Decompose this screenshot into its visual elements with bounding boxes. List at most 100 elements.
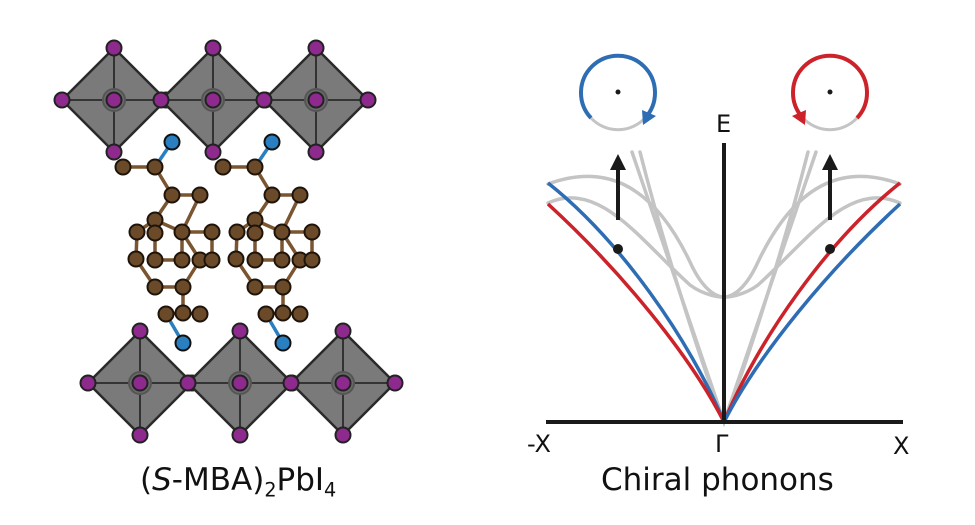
energy-axis-label: E <box>716 110 732 138</box>
rotation-center-dot <box>615 89 621 95</box>
iodine-atom <box>334 426 352 444</box>
iodine-atom <box>53 91 71 109</box>
rotation-arc-colored <box>791 53 869 120</box>
carbon-atom <box>291 305 309 323</box>
iodine-atom <box>334 322 352 340</box>
rotation-icon-left <box>579 53 657 132</box>
caption-paren: ( <box>140 462 153 498</box>
x-label: X <box>893 432 910 460</box>
carbon-atom <box>163 186 181 204</box>
molecule-label: -MBA) <box>171 462 265 498</box>
subscript-2: 2 <box>264 478 277 502</box>
lead-atom <box>105 91 123 109</box>
lead-atom <box>231 374 249 392</box>
carbon-atom <box>246 278 264 296</box>
carbon-atom <box>273 223 291 241</box>
mba-cation-left <box>114 133 221 352</box>
carbon-atom <box>114 158 132 176</box>
nitrogen-atom <box>274 334 292 352</box>
pbi6-octahedron-top-2 <box>255 39 377 161</box>
iodine-atom <box>282 374 300 392</box>
iodine-atom <box>131 426 149 444</box>
carbon-atom <box>274 304 292 322</box>
iodine-atom <box>307 143 325 161</box>
carbon-atom <box>273 251 291 269</box>
carbon-atom <box>203 251 221 269</box>
carbon-atom <box>146 158 164 176</box>
pbi6-octahedron-bottom-2 <box>282 322 404 444</box>
excitation-arrow-head-right <box>822 154 838 170</box>
phonon-caption: Chiral phonons <box>601 462 834 498</box>
carbon-atom <box>227 250 245 268</box>
carbon-atom <box>146 278 164 296</box>
iodine-atom <box>105 143 123 161</box>
carbon-atom <box>291 186 309 204</box>
iodine-atom <box>231 426 249 444</box>
carbon-atom <box>128 223 146 241</box>
mba-cation-right <box>214 133 321 352</box>
carbon-atom <box>214 158 232 176</box>
iodine-atom <box>231 322 249 340</box>
iodine-atom <box>204 39 222 57</box>
rotation-center-dot <box>827 89 833 95</box>
carbon-atom <box>257 305 275 323</box>
carbon-atom <box>303 251 321 269</box>
rotation-icon-right <box>791 53 869 132</box>
gamma-label: Γ <box>715 430 729 458</box>
excitation-arrow-head-left <box>610 154 626 170</box>
subscript-4: 4 <box>324 478 337 502</box>
carbon-atom <box>246 224 264 242</box>
blue-branch-right <box>722 202 902 423</box>
minus-x-label: -X <box>527 430 551 458</box>
structure-caption: (S-MBA)2PbI4 <box>140 462 336 500</box>
iodine-atom <box>307 39 325 57</box>
carbon-atom <box>174 278 192 296</box>
carbon-atom <box>174 304 192 322</box>
right-phonon-dot <box>825 244 835 254</box>
rotation-arrowhead <box>642 110 656 125</box>
carbon-atom <box>303 223 321 241</box>
inorganic-layers <box>53 39 404 444</box>
carbon-atom <box>127 250 145 268</box>
red-branch-right <box>722 181 902 423</box>
carbon-atom <box>191 186 209 204</box>
carbon-atom <box>228 223 246 241</box>
iodine-atom <box>79 374 97 392</box>
iodine-atom <box>204 143 222 161</box>
iodine-atom <box>131 322 149 340</box>
nitrogen-atom <box>263 133 281 151</box>
pbi6-octahedron-bottom-1 <box>179 322 301 444</box>
chirality-label: S <box>152 462 172 498</box>
phonon-dispersion-plot <box>546 53 903 428</box>
carbon-atom <box>173 251 191 269</box>
carbon-atom <box>146 251 164 269</box>
iodine-atom <box>152 91 170 109</box>
carbon-atom <box>191 305 209 323</box>
left-phonon-dot <box>613 244 623 254</box>
nitrogen-atom <box>163 133 181 151</box>
rotation-arrowhead <box>792 110 806 125</box>
blue-branch-left <box>546 181 726 423</box>
iodine-atom <box>105 39 123 57</box>
nitrogen-atom <box>174 334 192 352</box>
carbon-atom <box>246 158 264 176</box>
carbon-atom <box>203 223 221 241</box>
lead-atom <box>204 91 222 109</box>
formula-label: PbI <box>276 462 325 498</box>
organic-cations <box>114 133 321 352</box>
iodine-atom <box>179 374 197 392</box>
lead-atom <box>131 374 149 392</box>
carbon-atom <box>274 278 292 296</box>
lead-atom <box>307 91 325 109</box>
carbon-atom <box>263 186 281 204</box>
carbon-atom <box>146 224 164 242</box>
carbon-atom <box>173 223 191 241</box>
iodine-atom <box>359 91 377 109</box>
carbon-atom <box>246 251 264 269</box>
red-branch-left <box>546 202 726 423</box>
rotation-arc-colored <box>579 53 657 120</box>
iodine-atom <box>386 374 404 392</box>
lead-atom <box>334 374 352 392</box>
iodine-atom <box>255 91 273 109</box>
